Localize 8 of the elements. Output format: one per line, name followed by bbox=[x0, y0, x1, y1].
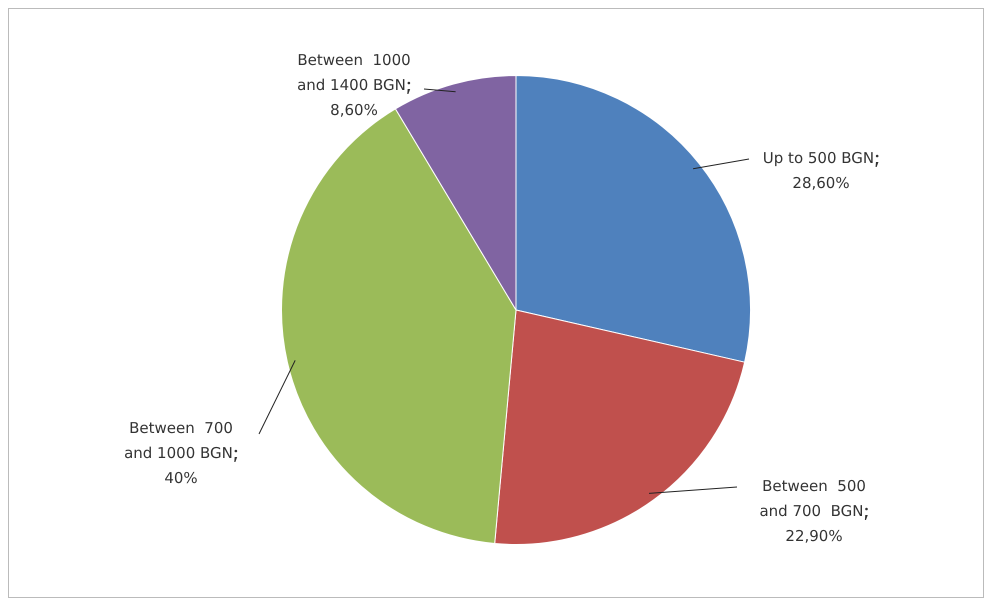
slice-label: Up to 500 BGN bbox=[762, 148, 874, 167]
slice-label: Between 700 and 1000 BGN bbox=[124, 418, 233, 462]
data-label: 40% bbox=[164, 468, 198, 487]
slice-label: Between 1000 and 1400 BGN bbox=[297, 50, 411, 94]
data-label: 8,60% bbox=[330, 100, 378, 119]
slice-label: Between 500 and 700 BGN bbox=[759, 476, 866, 520]
data-label: 22,90% bbox=[785, 526, 843, 545]
data-label: 28,60% bbox=[792, 174, 850, 192]
